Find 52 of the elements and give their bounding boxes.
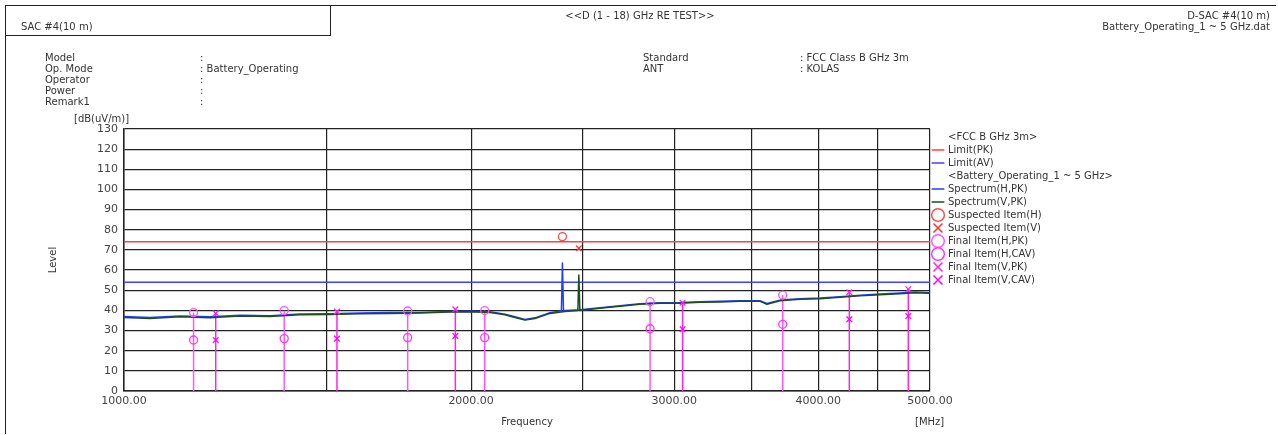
y-tick-label: 50	[104, 283, 118, 297]
y-tick-label: 20	[104, 343, 118, 357]
text: <Battery_Operating_1 ~ 5 GHz>	[948, 169, 1113, 182]
legend-label: Limit(AV)	[948, 156, 994, 168]
legend-label: Spectrum(V,PK)	[948, 195, 1027, 207]
text: [dB(uV/m)]	[74, 113, 130, 124]
text: [MHz]	[915, 416, 945, 427]
text: : KOLAS	[800, 63, 840, 74]
x-tick-label: 4000.00	[795, 394, 841, 408]
legend-label: Final Item(H,CAV)	[948, 247, 1036, 259]
text: :	[200, 52, 204, 63]
legend-label: Suspected Item(H)	[948, 208, 1042, 220]
legend-label: Suspected Item(V)	[948, 221, 1041, 233]
x-tick-label: 2000.00	[448, 394, 494, 408]
text: Standard	[643, 52, 689, 63]
text: Power	[45, 85, 76, 96]
y-tick-label: 80	[104, 222, 118, 236]
chart-title: <<D (1 - 18) GHz RE TEST>>	[565, 10, 715, 21]
text: SAC #4(10 m)	[21, 21, 93, 32]
x-tick-label: 3000.00	[651, 394, 697, 408]
legend-label: Final Item(V,PK)	[948, 260, 1028, 272]
text: Op. Mode	[45, 63, 93, 74]
text: Remark1	[45, 96, 90, 107]
text: :	[200, 96, 204, 107]
text: :	[200, 85, 204, 96]
text: Model	[45, 52, 76, 63]
text: :	[200, 74, 204, 85]
y-tick-label: 40	[104, 303, 118, 317]
y-tick-label: 10	[104, 363, 118, 377]
y-tick-label: 100	[97, 182, 118, 196]
y-tick-label: 30	[104, 323, 118, 337]
text: D-SAC #4(10 m)	[1187, 10, 1270, 21]
y-tick-label: 60	[104, 262, 118, 276]
text: Battery_Operating_1 ~ 5 GHz.dat	[1102, 21, 1270, 32]
y-tick-label: 0	[111, 383, 118, 397]
y-tick-label: 70	[104, 242, 118, 256]
x-axis-title: Frequency	[501, 416, 553, 427]
text: Operator	[45, 74, 90, 85]
y-tick-label: 90	[104, 202, 118, 216]
x-tick-label: 5000.00	[907, 394, 953, 408]
x-tick-label: 1000.00	[101, 394, 147, 408]
y-axis-title: Level	[46, 246, 58, 274]
legend-title: <FCC B GHz 3m>	[948, 130, 1038, 142]
text: ANT	[643, 63, 664, 74]
legend-label: Spectrum(H,PK)	[948, 182, 1028, 194]
text: : Battery_Operating	[200, 63, 299, 74]
legend-label: Limit(PK)	[948, 143, 994, 155]
legend-label: Final Item(V,CAV)	[948, 273, 1035, 285]
legend-label: Final Item(H,PK)	[948, 234, 1029, 246]
y-tick-label: 110	[97, 162, 118, 176]
y-tick-label: 120	[97, 142, 118, 156]
text: : FCC Class B GHz 3m	[800, 52, 909, 63]
